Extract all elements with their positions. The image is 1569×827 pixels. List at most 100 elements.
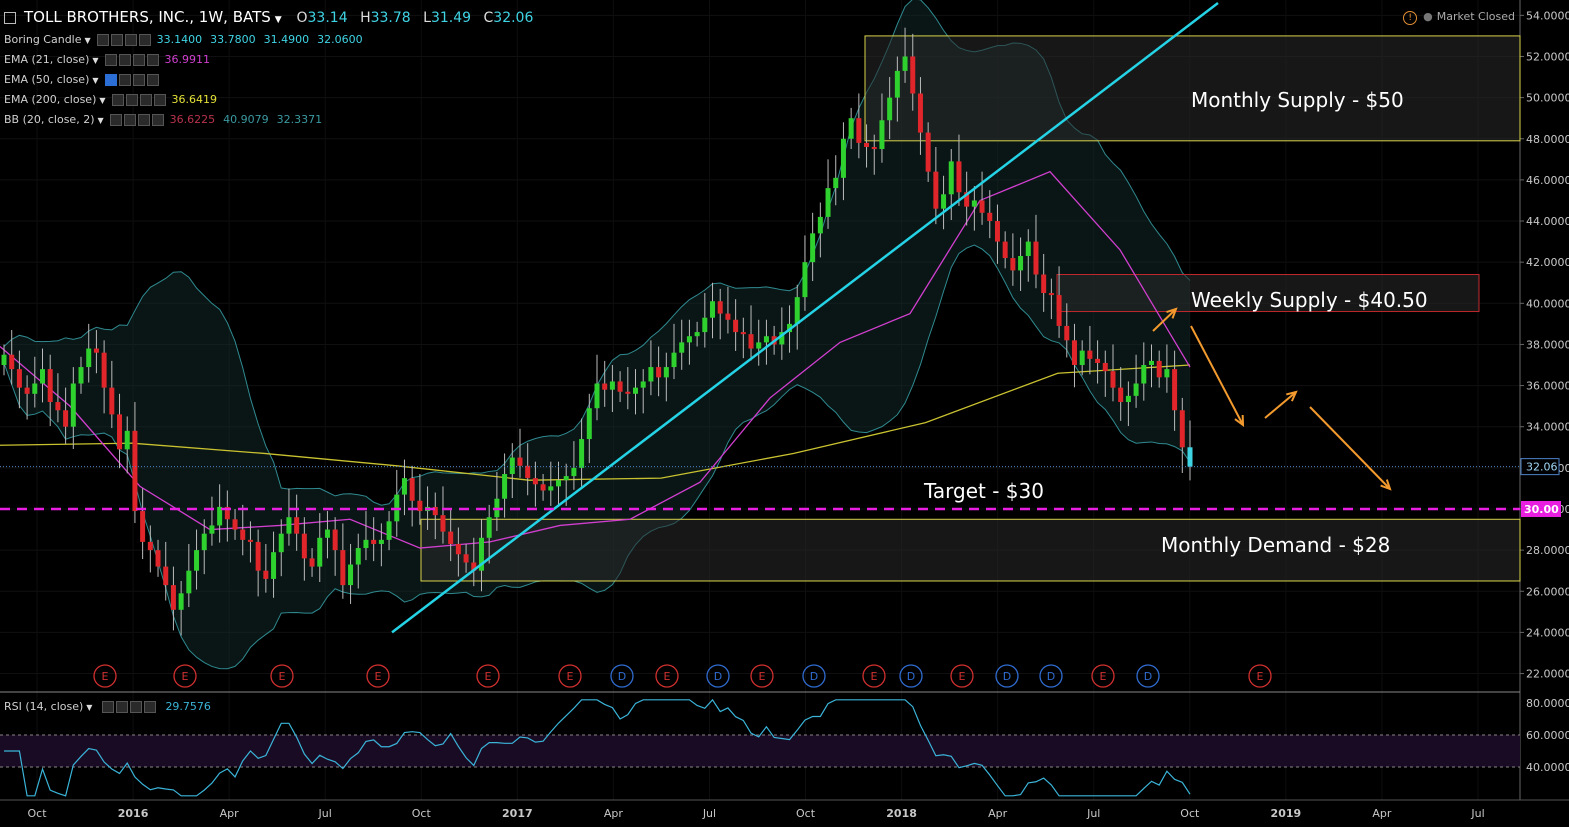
- projection-arrow: [1264, 390, 1298, 419]
- candle-body: [55, 402, 61, 411]
- bollinger-band-fill: [4, 0, 1190, 669]
- chevron-down-icon[interactable]: ▼: [274, 15, 282, 25]
- candle-body: [1148, 360, 1154, 366]
- candle-body: [779, 332, 785, 345]
- dividend-marker: [706, 664, 730, 688]
- candle-body: [16, 369, 22, 388]
- candle-body: [941, 194, 947, 209]
- candle-body: [201, 533, 207, 551]
- candle-body: [848, 118, 854, 139]
- y-tick-label: 28.0000: [1526, 544, 1569, 557]
- earnings-marker: [173, 664, 197, 688]
- candle-body: [902, 56, 908, 71]
- candle-body: [864, 142, 870, 147]
- candle-body: [40, 369, 46, 384]
- candle-body: [602, 383, 608, 390]
- indicator-name: BB (20, close, 2): [4, 113, 95, 126]
- candle-body: [124, 430, 130, 450]
- candle-body: [586, 408, 592, 440]
- candle-body: [70, 383, 76, 427]
- indicator-legend[interactable]: EMA (21, close) ▼ 36.9911: [4, 52, 218, 68]
- rsi-band: [0, 735, 1520, 767]
- candle-body: [625, 391, 631, 394]
- candle-body: [178, 593, 184, 610]
- indicator-legend[interactable]: Boring Candle ▼ 33.1400 33.7800 31.4900 32.06…: [4, 32, 371, 48]
- y-tick-label: 38.0000: [1526, 338, 1569, 351]
- event-marker-label: D: [907, 670, 915, 683]
- rsi-legend[interactable]: RSI (14, close) ▼ 29.7576: [4, 700, 211, 713]
- candle-body: [1110, 371, 1116, 388]
- chevron-down-icon: ▼: [97, 116, 104, 125]
- event-marker-label: E: [485, 670, 492, 683]
- y-tick-label: 54.0000: [1526, 9, 1569, 22]
- indicator-value: 32.0600: [317, 33, 363, 46]
- x-tick-label: 2018: [886, 807, 917, 820]
- symbol-header[interactable]: TOLL BROTHERS, INC., 1W, BATS ▼ O33.14 H3…: [4, 8, 541, 26]
- candle-body: [763, 336, 769, 343]
- candle-body: [617, 381, 623, 392]
- rsi-pane: 80.0000 60.0000 40.0000: [0, 691, 1569, 797]
- supply-demand-zone: [420, 518, 1521, 582]
- candle-body: [170, 585, 176, 610]
- event-marker-label: E: [279, 670, 286, 683]
- candle-body: [109, 387, 115, 415]
- grid-lines: [0, 0, 1520, 800]
- candle-body: [371, 539, 377, 544]
- ohlc-readout: O33.14 H33.78 L31.49 C32.06: [296, 10, 534, 26]
- symbol-title[interactable]: TOLL BROTHERS, INC., 1W, BATS: [24, 8, 271, 26]
- candle-body: [147, 541, 153, 551]
- indicator-legend[interactable]: BB (20, close, 2) ▼ 36.6225 40.9079 32.3371: [4, 112, 330, 128]
- indicator-legend[interactable]: EMA (200, close) ▼ 36.6419: [4, 92, 225, 108]
- x-tick-label: Jul: [1470, 807, 1484, 820]
- chevron-down-icon: ▼: [86, 703, 93, 712]
- candle-body: [833, 177, 839, 189]
- candle-body: [409, 478, 415, 501]
- x-tick-label: Apr: [220, 807, 240, 820]
- indicator-name: EMA (21, close): [4, 53, 90, 66]
- event-marker-label: D: [714, 670, 722, 683]
- y-tick-label: 46.0000: [1526, 174, 1569, 187]
- candle-body: [132, 430, 138, 512]
- y-tick-label: 34.0000: [1526, 421, 1569, 434]
- candle-body: [733, 319, 739, 333]
- candle-body: [117, 414, 123, 450]
- candle-body: [9, 354, 15, 370]
- candle-body: [1010, 258, 1016, 271]
- bollinger-lower-line: [3, 244, 1191, 670]
- x-tick-label: 2017: [502, 807, 533, 820]
- candle-body: [594, 383, 600, 409]
- indicator-legend[interactable]: EMA (50, close) ▼: [4, 72, 165, 88]
- collapse-icon[interactable]: [4, 11, 16, 24]
- candle-body: [1087, 350, 1093, 359]
- indicator-buttons: [111, 92, 168, 108]
- candle-body: [194, 550, 200, 571]
- rsi-line: [4, 698, 1191, 797]
- candle-body: [255, 541, 261, 571]
- candle-body: [640, 381, 646, 388]
- last-price-tag: [1520, 458, 1560, 476]
- candle-body: [756, 342, 762, 349]
- candle-body: [417, 500, 423, 512]
- candle-body: [956, 161, 962, 193]
- rsi-value: 29.7576: [165, 700, 211, 713]
- candle-body: [810, 233, 816, 263]
- candle-body: [1156, 360, 1162, 378]
- monthly-demand-label: Monthly Demand - $28: [1161, 533, 1390, 557]
- warning-icon[interactable]: !: [1403, 11, 1418, 25]
- candle-body: [633, 387, 639, 394]
- candle-body: [1002, 241, 1008, 259]
- earnings-marker: [862, 664, 886, 688]
- open-value: 33.14: [307, 10, 348, 26]
- indicator-value: 36.6419: [171, 93, 218, 106]
- candle-body: [32, 383, 38, 394]
- candle-body: [355, 548, 361, 565]
- earnings-marker: [366, 664, 390, 688]
- candle-body: [509, 457, 515, 475]
- x-tick-label: 2016: [118, 807, 149, 820]
- candle-body: [686, 336, 692, 343]
- y-tick-label: 40.0000: [1526, 297, 1569, 310]
- candle-body: [432, 506, 438, 516]
- candle-body: [1187, 447, 1193, 467]
- indicator-buttons: [104, 72, 161, 88]
